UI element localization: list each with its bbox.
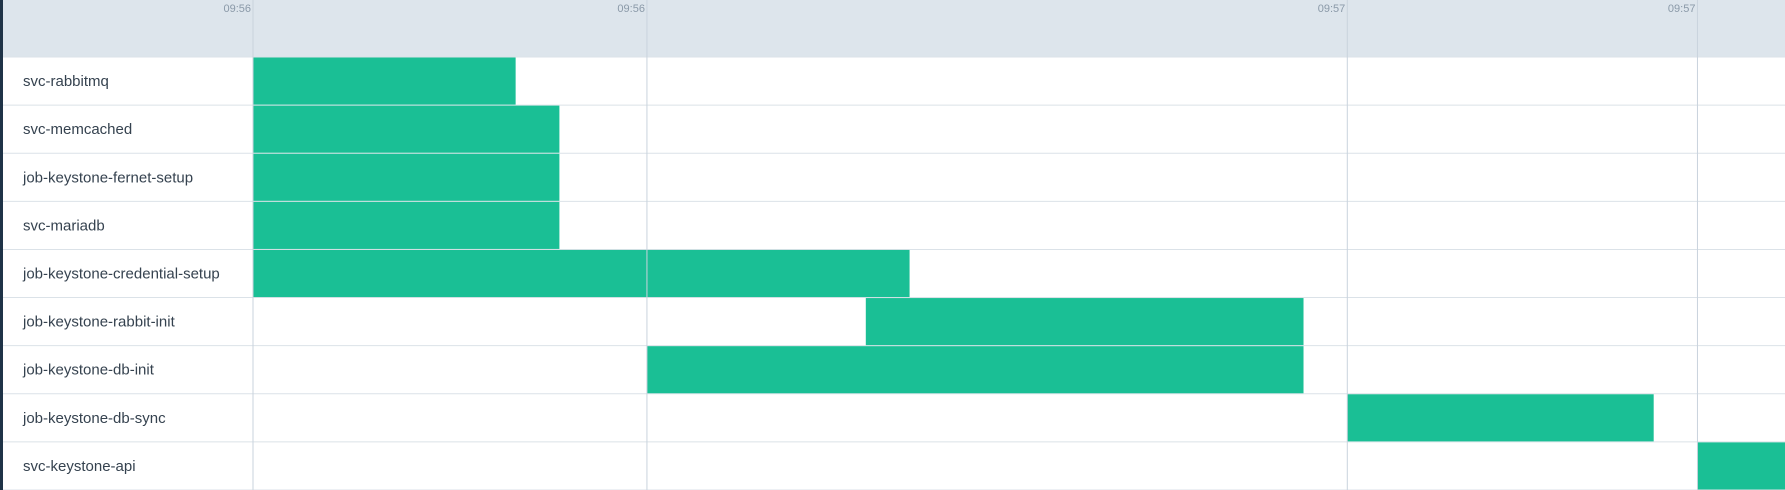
- timeline-header: [3, 0, 1785, 57]
- tick-label: 09:57: [1318, 3, 1346, 15]
- task-bar: [865, 298, 1304, 346]
- task-bar: [253, 201, 560, 249]
- task-label: job-keystone-db-init: [22, 362, 155, 379]
- task-bar: [1347, 394, 1654, 442]
- task-bar: [253, 57, 516, 105]
- task-label: svc-keystone-api: [23, 458, 136, 475]
- task-bar: [253, 105, 560, 153]
- task-bar: [253, 153, 560, 201]
- tick-label: 09:56: [223, 3, 251, 15]
- task-label: job-keystone-credential-setup: [22, 266, 220, 283]
- task-bar: [253, 249, 910, 298]
- task-label: job-keystone-db-sync: [22, 410, 166, 427]
- task-label: svc-mariadb: [23, 217, 105, 234]
- task-bar: [1697, 442, 1785, 490]
- task-bar: [646, 346, 1304, 394]
- tick-label: 09:57: [1668, 3, 1696, 15]
- task-label: job-keystone-rabbit-init: [22, 314, 176, 331]
- task-label: svc-rabbitmq: [23, 73, 109, 90]
- task-label: job-keystone-fernet-setup: [22, 169, 193, 186]
- tick-label: 09:56: [617, 3, 645, 15]
- task-label: svc-memcached: [23, 121, 132, 138]
- gantt-svg: 09:56 09:56 09:57 09:57 svc-rabbitmq svc-memc…: [3, 0, 1785, 490]
